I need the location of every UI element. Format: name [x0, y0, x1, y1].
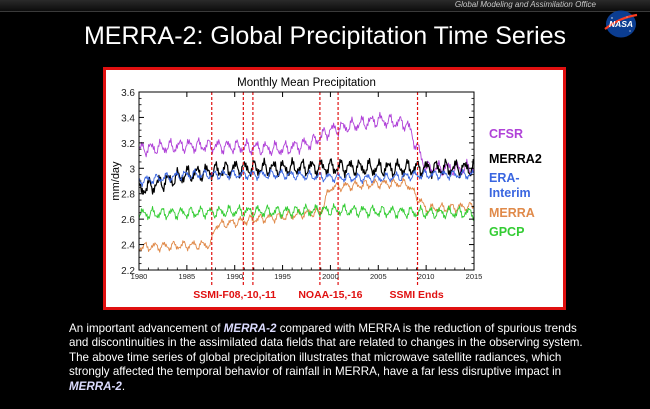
x-tick-label: 2005: [370, 272, 387, 281]
precipitation-chart: 2.2 2.4 2.6 2.8 3 3.2 3.4 3.6 1980 1985 1990 1995 20…: [110, 77, 542, 301]
description-text-2: compared with MERRA is the reduction of …: [69, 322, 583, 379]
y-tick-label: 3.2: [121, 139, 135, 150]
slide-title: MERRA-2: Global Precipitation Time Serie…: [83, 22, 567, 50]
x-tick-label: 1990: [226, 272, 243, 281]
y-axis-label: mm/day: [110, 161, 122, 201]
event-label-0: SSMI-F08,-10,-11: [193, 289, 276, 301]
chart-frame: 2.2 2.4 2.6 2.8 3 3.2 3.4 3.6 1980 1985 1990 1995 20…: [103, 67, 566, 310]
nasa-logo-text: NASA: [609, 19, 633, 29]
event-label-1: NOAA-15,-16: [298, 289, 362, 301]
y-tick-label: 2.8: [121, 190, 135, 201]
x-tick-label: 1980: [131, 272, 148, 281]
plot-background: [139, 92, 474, 270]
description-emphasis-2: MERRA-2: [69, 379, 122, 393]
series-line-era-interim: [138, 168, 475, 188]
y-tick-label: 3.4: [121, 113, 135, 124]
y-tick-label: 2.4: [121, 241, 135, 252]
series-line-gpcp: [138, 203, 475, 221]
x-tick-label: 1985: [179, 272, 196, 281]
series-line-merra: [138, 177, 475, 253]
y-tick-label: 2.6: [121, 215, 135, 226]
legend-entry-era-interim: ERA-Interim: [489, 171, 531, 200]
series-line-cfsr: [138, 111, 475, 177]
top-banner: [0, 0, 650, 12]
description-paragraph: An important advancement of MERRA-2 comp…: [69, 322, 599, 394]
y-tick-label: 3.6: [121, 88, 135, 99]
description-emphasis-1: MERRA-2: [223, 322, 277, 335]
legend-entry-merra: MERRA: [489, 206, 535, 220]
legend-entry-merra2: MERRA2: [489, 152, 542, 166]
legend-entry-cfsr: CFSR: [489, 127, 523, 141]
description-text-1: An important advancement of: [69, 322, 224, 335]
series-line-merra2: [138, 157, 475, 195]
y-tick-label: 3: [129, 164, 135, 175]
legend-entry-gpcp: GPCP: [489, 225, 524, 239]
x-tick-label: 2010: [418, 272, 435, 281]
event-label-2: SSMI Ends: [389, 289, 443, 301]
chart-title: Monthly Mean Precipitation: [237, 77, 376, 89]
description-text-3: .: [121, 379, 126, 393]
nasa-logo-icon: NASA: [604, 10, 638, 38]
x-tick-label: 2015: [466, 272, 483, 281]
x-tick-label: 2000: [322, 272, 339, 281]
x-tick-label: 1995: [274, 272, 291, 281]
y-tick-label: 2.2: [121, 266, 135, 277]
office-label: Global Modeling and Assimilation Office: [454, 0, 596, 9]
